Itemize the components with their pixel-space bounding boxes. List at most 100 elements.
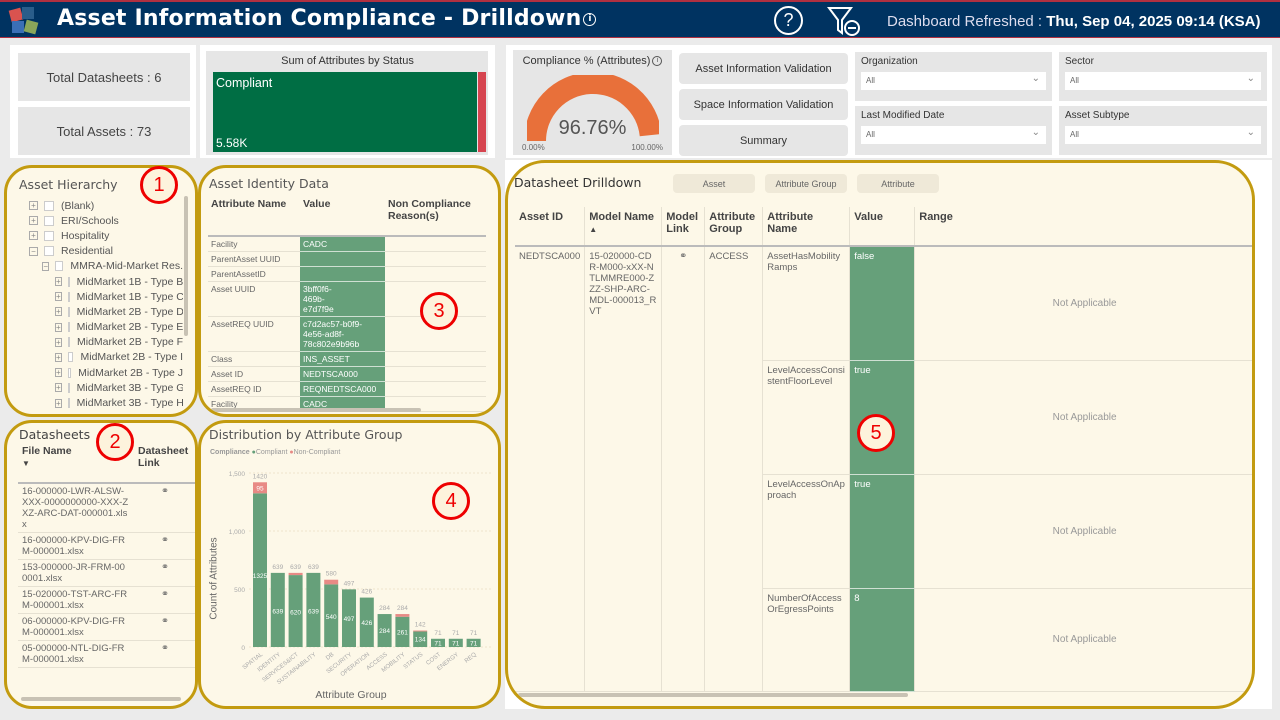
kpi-panel: Total Datasheets : 6 Total Assets : 73 xyxy=(10,45,196,158)
compliant-label: 134 xyxy=(415,637,426,644)
checkbox[interactable] xyxy=(44,215,54,226)
checkbox[interactable] xyxy=(67,398,70,409)
treemap-compliant[interactable]: Compliant 5.58K xyxy=(213,72,477,152)
info-icon[interactable]: i xyxy=(583,12,597,26)
datasheets-table: File Name ▼ Datasheet Link 16-000000-LWR-A… xyxy=(18,443,195,668)
organization-dropdown[interactable]: All ⌄ xyxy=(861,72,1046,90)
link-icon[interactable]: ⚭ xyxy=(134,640,195,668)
link-icon[interactable]: ⚭ xyxy=(134,586,195,614)
model-link-icon[interactable]: ⚭ xyxy=(661,246,706,692)
expand-icon[interactable]: + xyxy=(29,231,38,241)
table-row[interactable]: 153-000000-JR-FRM-000001.xlsx ⚭ xyxy=(18,559,195,587)
hierarchy-item[interactable]: + MidMarket 1B - Type C xyxy=(55,290,183,303)
sector-dropdown[interactable]: All ⌄ xyxy=(1065,72,1261,90)
datasheets-panel: Datasheets File Name ▼ Datasheet Link 16-0… xyxy=(4,420,198,709)
checkbox[interactable] xyxy=(67,276,70,287)
expand-icon[interactable]: + xyxy=(55,368,62,378)
link-icon[interactable]: ⚭ xyxy=(134,483,195,533)
expand-icon[interactable]: + xyxy=(29,216,38,226)
chart-title: Distribution by Attribute Group xyxy=(209,427,403,442)
last-modified-dropdown[interactable]: All ⌄ xyxy=(861,126,1046,144)
expand-icon[interactable]: + xyxy=(55,292,62,302)
checkbox[interactable] xyxy=(55,261,64,272)
scrollbar[interactable] xyxy=(211,408,421,412)
hierarchy-item[interactable]: − MMRA-Mid-Market Res. xyxy=(42,260,183,273)
expand-icon[interactable]: + xyxy=(55,277,62,287)
attribute-chip-button[interactable]: Attribute xyxy=(857,174,939,193)
checkbox[interactable] xyxy=(67,382,70,393)
bar-compliant-energy xyxy=(448,638,463,647)
value-cell: true xyxy=(849,360,916,475)
asset-subtype-dropdown[interactable]: All ⌄ xyxy=(1065,126,1261,144)
scrollbar[interactable] xyxy=(518,693,908,697)
table-row[interactable]: 16-000000-LWR-ALSW-XXX-0000000000-XXX-ZX… xyxy=(18,483,195,533)
bar-noncompliant-mobility xyxy=(395,614,410,617)
table-row[interactable]: 06-000000-KPV-DIG-FRM-000001.xlsx ⚭ xyxy=(18,613,195,641)
checkbox[interactable] xyxy=(44,230,54,241)
checkbox[interactable] xyxy=(67,337,70,348)
link-icon[interactable]: ⚭ xyxy=(134,613,195,641)
collapse-icon[interactable]: − xyxy=(29,246,38,256)
sort-desc-icon[interactable]: ▼ xyxy=(22,459,30,468)
checkbox[interactable] xyxy=(67,367,72,378)
filter-last-modified: Last Modified Date All ⌄ xyxy=(855,106,1052,155)
hierarchy-item[interactable]: + MidMarket 2B - Type J xyxy=(55,366,183,379)
summary-button[interactable]: Summary xyxy=(679,125,848,156)
asset-validation-button[interactable]: Asset Information Validation xyxy=(679,53,848,84)
expand-icon[interactable]: + xyxy=(55,337,62,347)
y-tick-label: 1,500 xyxy=(229,471,246,478)
checkbox[interactable] xyxy=(44,200,54,211)
table-row[interactable]: 16-000000-KPV-DIG-FRM-000001.xlsx ⚭ xyxy=(18,532,195,560)
hierarchy-item[interactable]: + (Blank) xyxy=(29,198,183,213)
expand-icon[interactable]: + xyxy=(29,201,38,211)
checkbox[interactable] xyxy=(67,291,70,302)
hierarchy-item[interactable]: + MidMarket 3B - Type H xyxy=(55,397,183,410)
expand-icon[interactable]: + xyxy=(55,307,62,317)
link-icon[interactable]: ⚭ xyxy=(134,532,195,560)
expand-icon[interactable]: + xyxy=(55,322,62,332)
space-validation-button[interactable]: Space Information Validation xyxy=(679,89,848,120)
help-icon[interactable]: ? xyxy=(774,6,803,35)
datasheets-title: Datasheets xyxy=(19,427,91,442)
hierarchy-item[interactable]: + MidMarket 2B - Type F xyxy=(55,336,183,349)
expand-icon[interactable]: + xyxy=(55,398,62,408)
annotation-marker-4: 4 xyxy=(432,482,470,520)
hierarchy-item[interactable]: + MidMarket 1B - Type B xyxy=(55,275,183,288)
attribute-name-cell: AssetHasMobilityRamps xyxy=(762,246,851,361)
scrollbar[interactable] xyxy=(21,697,181,701)
compliant-label: 261 xyxy=(397,629,408,636)
clear-filter-icon[interactable] xyxy=(827,5,863,37)
hierarchy-item[interactable]: + MidMarket 2B - Type I xyxy=(55,351,183,364)
hierarchy-item[interactable]: + MidMarket 3B - Type G xyxy=(55,381,183,394)
page-title: Asset Information Compliance - Drilldown… xyxy=(57,6,597,31)
hierarchy-item[interactable]: + Hospitality xyxy=(29,228,183,243)
attribute-name-cell: LevelAccessOnApproach xyxy=(762,474,851,589)
total-label: 1420 xyxy=(253,473,268,480)
compliant-label: 426 xyxy=(361,620,372,627)
asset-chip-button[interactable]: Asset xyxy=(673,174,755,193)
table-row: LevelAccessOnApproach true Not Applicable xyxy=(515,474,1252,589)
table-row[interactable]: 05-000000-NTL-DIG-FRM-000001.xlsx ⚭ xyxy=(18,640,195,668)
expand-icon[interactable]: + xyxy=(55,352,62,362)
treemap-noncompliant[interactable] xyxy=(478,72,486,152)
hierarchy-item[interactable]: + ERI/Schools xyxy=(29,213,183,228)
checkbox[interactable] xyxy=(67,322,70,333)
header-bar: Asset Information Compliance - Drilldown… xyxy=(0,0,1280,38)
hierarchy-item[interactable]: + MidMarket 2B - Type E xyxy=(55,321,183,334)
expand-icon[interactable]: + xyxy=(55,383,62,393)
annotation-marker-5: 5 xyxy=(857,414,895,452)
bar-compliant-operation xyxy=(359,597,374,647)
checkbox[interactable] xyxy=(44,246,54,257)
attribute-group-chip-button[interactable]: Attribute Group xyxy=(765,174,847,193)
collapse-icon[interactable]: − xyxy=(42,261,50,271)
checkbox[interactable] xyxy=(67,352,74,363)
hierarchy-item[interactable]: − Residential xyxy=(29,244,183,259)
table-row[interactable]: 15-020000-TST-ARC-FRM-000001.xlsx ⚭ xyxy=(18,586,195,614)
hierarchy-item[interactable]: + MidMarket 2B - Type D xyxy=(55,305,183,318)
scrollbar[interactable] xyxy=(184,196,188,336)
compliant-label: 639 xyxy=(308,609,319,616)
checkbox[interactable] xyxy=(67,306,70,317)
sort-asc-icon[interactable]: ▲ xyxy=(589,225,598,234)
info-icon[interactable]: i xyxy=(652,56,663,67)
link-icon[interactable]: ⚭ xyxy=(134,559,195,587)
